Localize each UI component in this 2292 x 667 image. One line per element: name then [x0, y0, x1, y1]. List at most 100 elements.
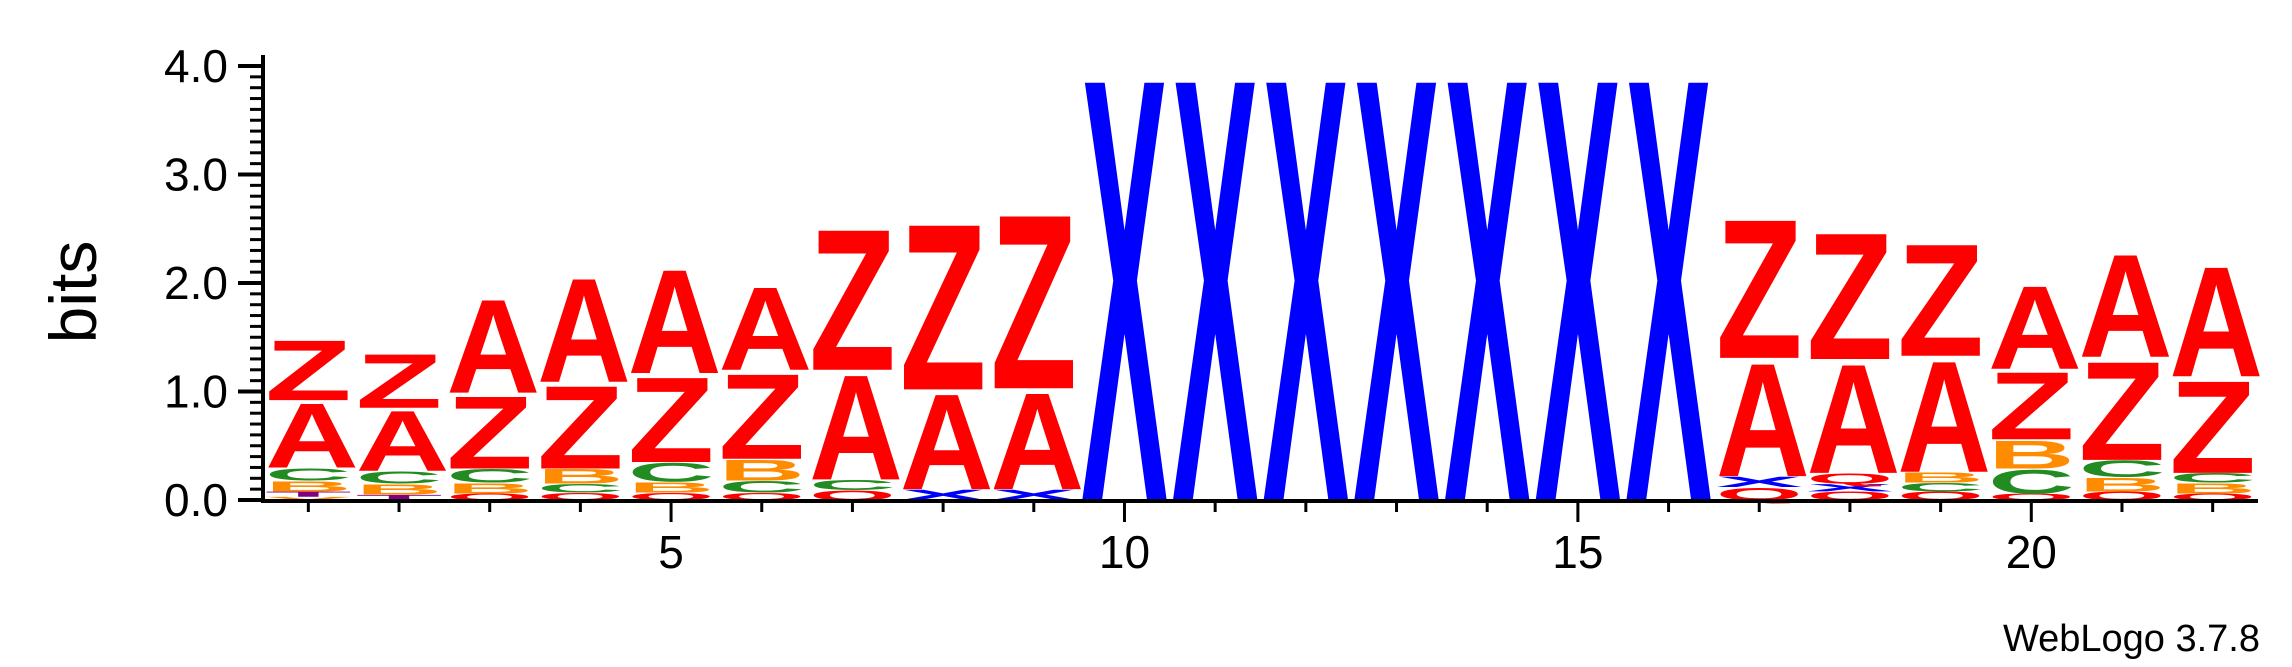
y-tick-label: 0.0 [164, 474, 228, 526]
logo-glyph-C: C [265, 464, 352, 484]
logo-glyph-Z: Z [1897, 212, 1984, 391]
logo-glyph-Q: Q [1716, 484, 1803, 504]
logo-glyph-B: B [356, 481, 443, 498]
logo-glyph-Q: Q [1988, 492, 2075, 502]
logo-glyph-Z: Z [718, 349, 805, 485]
logo-glyph-C: C [537, 482, 624, 495]
logo-glyph-X: X [1807, 482, 1894, 494]
logo-glyph-B: B [1988, 432, 2075, 477]
logo-glyph-A: A [2079, 224, 2173, 388]
logo-glyph-Z: Z [2079, 332, 2166, 490]
logo-glyph-B: B [265, 478, 352, 495]
logo-glyph-Z: Z [356, 339, 443, 425]
logo-column-9: XAZ [990, 163, 1084, 519]
logo-glyph-C: C [2169, 471, 2256, 486]
logo-glyph-A: A [628, 239, 722, 405]
x-tick-label: 20 [2006, 526, 2057, 578]
logo-glyph-C: C [718, 478, 805, 496]
logo-glyph-A: A [718, 263, 812, 396]
logo-glyph-Z: Z [1807, 196, 1894, 398]
logo-glyph-X: X [1263, 0, 1350, 629]
logo-glyph-C: C [628, 458, 715, 488]
x-tick-label: 15 [1552, 526, 1603, 578]
y-tick-label: 3.0 [164, 149, 228, 201]
logo-glyph-A: A [537, 248, 631, 414]
logo-glyph-V: V [265, 496, 352, 501]
logo-glyph-Q: Q [718, 491, 805, 503]
logo-glyph-X: X [1444, 0, 1531, 629]
logo-column-14: X [1444, 0, 1531, 629]
logo-glyph-T: T [265, 490, 352, 498]
logo-glyph-B: B [2079, 474, 2166, 496]
logo-column-15: X [1535, 0, 1622, 629]
weblogo-version-footer: WebLogo 3.7.8 [2003, 618, 2260, 660]
y-tick-label: 1.0 [164, 366, 228, 418]
logo-glyph-B: B [628, 479, 715, 496]
logo-glyph-A: A [809, 344, 903, 512]
logo-glyph-C: C [356, 468, 443, 488]
logo-column-16: X [1625, 0, 1712, 629]
logo-glyph-Z: Z [628, 352, 715, 488]
y-tick-label: 2.0 [164, 257, 228, 309]
logo-glyph-A: A [1897, 328, 1991, 505]
logo-glyph-B: B [446, 480, 533, 497]
logo-glyph-Z: Z [537, 361, 624, 494]
logo-glyph-B: B [2169, 480, 2256, 497]
logo-glyph-A: A [1988, 262, 2082, 395]
logo-glyph-C: C [1988, 463, 2075, 501]
logo-glyph-Z: Z [1716, 177, 1803, 400]
logo-glyph-Z: Z [265, 322, 352, 418]
logo-glyph-X: X [1625, 0, 1712, 629]
logo-glyph-B: B [718, 454, 805, 487]
logo-glyph-Q: Q [2169, 492, 2256, 502]
logo-glyph-Z: Z [2169, 354, 2256, 502]
logo-glyph-X: X [1535, 0, 1622, 629]
logo-glyph-C: C [2079, 456, 2166, 482]
logo-glyph-A: A [1807, 333, 1901, 507]
logo-glyph-A: A [2169, 233, 2263, 410]
x-tick-label: 10 [1099, 526, 1150, 578]
logo-column-12: X [1263, 0, 1350, 629]
logo-glyph-Z: Z [446, 375, 533, 491]
logo-glyph-A: A [265, 384, 359, 487]
logo-glyph-B: B [1897, 469, 1984, 486]
logo-glyph-C: C [1897, 481, 1984, 494]
logo-glyph-X: X [1716, 473, 1803, 490]
logo-glyph-A: A [356, 393, 450, 489]
logo-column-8: XAZ [900, 176, 994, 519]
logo-column-10: X [1081, 0, 1168, 629]
plot-area: VTBCAZTBCAZQBCZAQCBZAQBCZAQCBZAQCAZXAZXA… [265, 0, 2263, 629]
logo-glyph-Z: Z [900, 176, 987, 441]
logo-column-13: X [1353, 0, 1440, 629]
logo-glyph-Q: Q [537, 491, 624, 503]
logo-glyph-B: B [537, 465, 624, 488]
logo-glyph-A: A [900, 366, 994, 519]
logo-glyph-Q: Q [1807, 470, 1894, 487]
y-tick-label: 4.0 [164, 40, 228, 92]
logo-glyph-C: C [809, 477, 896, 494]
logo-glyph-A: A [990, 366, 1084, 520]
logo-glyph-X: X [1081, 0, 1168, 629]
logo-glyph-X: X [1172, 0, 1259, 629]
logo-glyph-Z: Z [809, 188, 896, 414]
x-axis: 5 10 15 20 [263, 499, 2258, 578]
x-tick-label: 5 [658, 526, 684, 578]
logo-glyph-Z: Z [990, 163, 1077, 442]
logo-glyph-A: A [1716, 331, 1810, 512]
logo-glyph-C: C [446, 465, 533, 487]
logo-glyph-Q: Q [446, 492, 533, 502]
y-axis: 0.0 1.0 2.0 3.0 4.0 [164, 40, 265, 526]
